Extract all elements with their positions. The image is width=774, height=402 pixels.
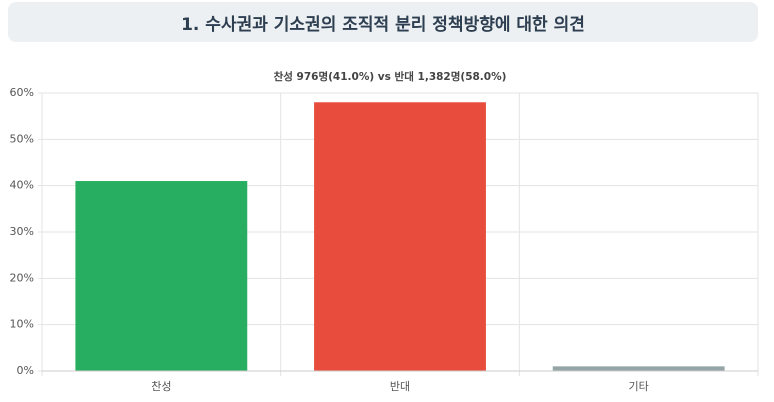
header-title: 1. 수사권과 기소권의 조직적 분리 정책방향에 대한 의견 [8,2,758,42]
x-tick-label: 찬성 [151,379,171,393]
y-tick-label: 30% [10,225,34,238]
bar [552,366,725,371]
y-tick-label: 60% [10,86,34,99]
y-tick-label: 0% [17,364,34,377]
bar [75,181,248,371]
y-tick-label: 40% [10,179,34,192]
bar [314,102,486,372]
chart-title: 찬성 976명(41.0%) vs 반대 1,382명(58.0%) [274,70,507,83]
x-tick-label: 기타 [629,380,649,393]
y-tick-label: 10% [10,318,34,331]
y-tick-label: 50% [10,132,34,145]
x-tick-label: 반대 [390,380,410,393]
y-tick-label: 20% [10,271,34,284]
